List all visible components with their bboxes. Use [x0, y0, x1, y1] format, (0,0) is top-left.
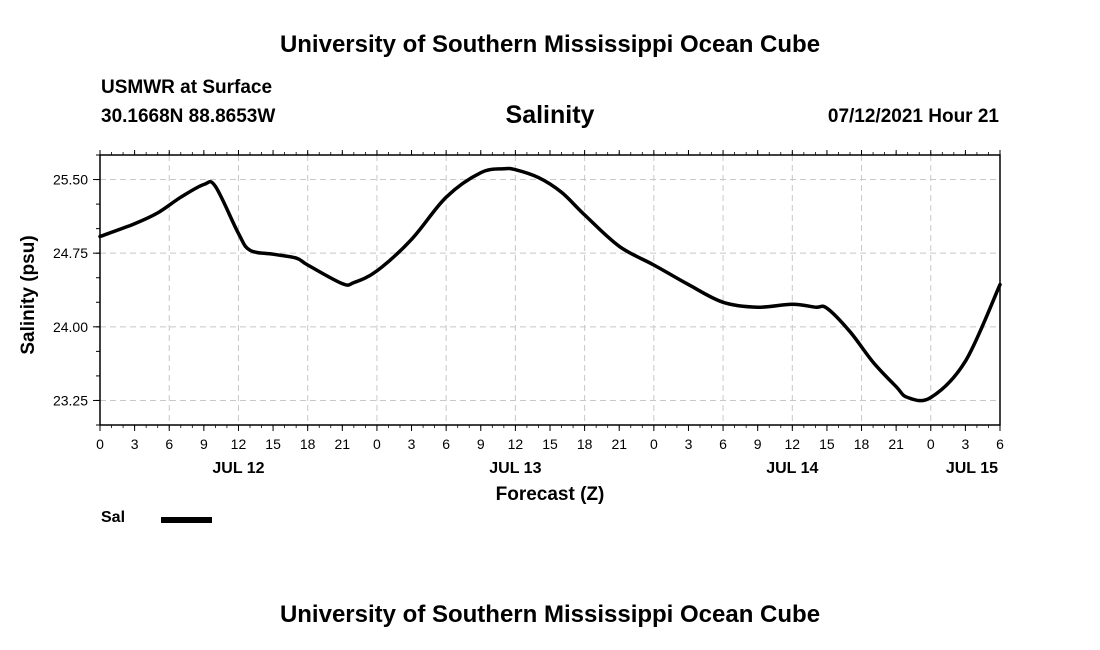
chart-title: Salinity [505, 101, 595, 129]
x-tick-label: 9 [200, 436, 208, 452]
x-tick-label: 6 [996, 436, 1004, 452]
y-tick-label: 23.25 [53, 392, 88, 408]
x-tick-label: 3 [685, 436, 693, 452]
x-tick-label: 15 [819, 436, 835, 452]
x-tick-label: 0 [96, 436, 104, 452]
x-tick-label: 18 [577, 436, 593, 452]
day-label: JUL 14 [766, 460, 818, 477]
x-tick-label: 6 [165, 436, 173, 452]
x-tick-label: 6 [719, 436, 727, 452]
station-coordinates: 30.1668N 88.8653W [101, 106, 276, 127]
x-tick-label: 6 [442, 436, 450, 452]
x-tick-label: 18 [300, 436, 316, 452]
x-tick-label: 0 [650, 436, 658, 452]
y-tick-label: 25.50 [53, 172, 88, 188]
y-axis-title: Salinity (psu) [18, 235, 39, 354]
x-tick-label: 3 [408, 436, 416, 452]
x-tick-label: 9 [477, 436, 485, 452]
x-tick-label: 12 [231, 436, 247, 452]
day-label: JUL 15 [946, 460, 998, 477]
page-title: University of Southern Mississippi Ocean… [279, 31, 821, 58]
y-tick-label: 24.75 [53, 245, 88, 261]
day-label: JUL 12 [212, 460, 264, 477]
footer-title: University of Southern Mississippi Ocean… [279, 601, 821, 628]
day-label: JUL 13 [489, 460, 541, 477]
x-tick-label: 9 [754, 436, 762, 452]
x-tick-label: 15 [265, 436, 281, 452]
legend-line-swatch [161, 517, 212, 523]
x-tick-label: 3 [131, 436, 139, 452]
plot-frame [99, 154, 1001, 426]
x-axis-title: Forecast (Z) [496, 484, 605, 505]
x-tick-label: 21 [611, 436, 627, 452]
salinity-series-line [98, 166, 1002, 403]
y-tick-label: 24.00 [53, 319, 88, 335]
legend-label: Sal [101, 509, 126, 526]
station-label: USMWR at Surface [101, 77, 273, 98]
x-tick-label: 0 [373, 436, 381, 452]
x-tick-label: 3 [961, 436, 969, 452]
forecast-datetime: 07/12/2021 Hour 21 [827, 106, 999, 127]
x-tick-label: 0 [927, 436, 935, 452]
x-tick-label: 12 [785, 436, 801, 452]
x-tick-label: 18 [854, 436, 870, 452]
x-tick-label: 21 [888, 436, 904, 452]
x-tick-label: 21 [335, 436, 351, 452]
x-tick-label: 12 [508, 436, 524, 452]
x-tick-label: 15 [542, 436, 558, 452]
